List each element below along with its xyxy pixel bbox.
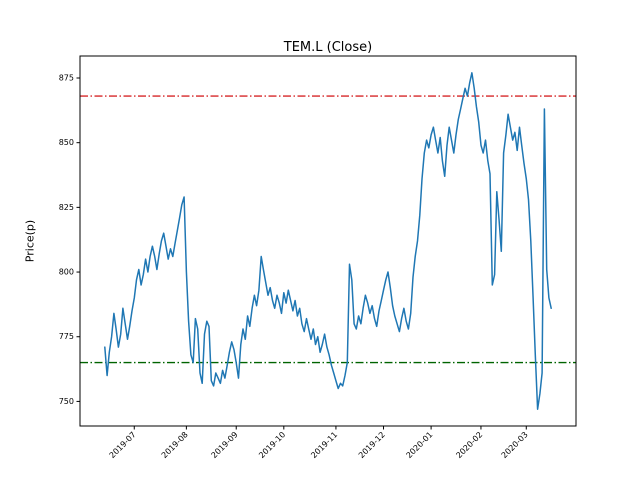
y-tick-label: 875 xyxy=(59,73,74,82)
x-tick-label: 2019-08 xyxy=(160,430,190,460)
y-tick-label: 850 xyxy=(59,138,74,147)
x-tick-label: 2019-12 xyxy=(357,430,387,460)
price-line xyxy=(104,72,552,410)
x-tick-label: 2020-02 xyxy=(454,430,484,460)
y-tick-label: 750 xyxy=(59,397,74,406)
chart-title: TEM.L (Close) xyxy=(283,40,373,55)
x-tick-label: 2019-09 xyxy=(210,430,240,460)
x-tick-label: 2020-01 xyxy=(405,430,435,460)
x-tick-label: 2019-11 xyxy=(309,430,339,460)
y-tick-label: 800 xyxy=(59,268,74,277)
y-tick-label: 775 xyxy=(59,332,74,341)
plot-border xyxy=(79,55,577,427)
x-tick-label: 2019-07 xyxy=(108,430,138,460)
x-tick-label: 2019-10 xyxy=(257,430,287,460)
x-tick-label: 2020-03 xyxy=(500,430,530,460)
y-tick-label: 825 xyxy=(59,203,74,212)
